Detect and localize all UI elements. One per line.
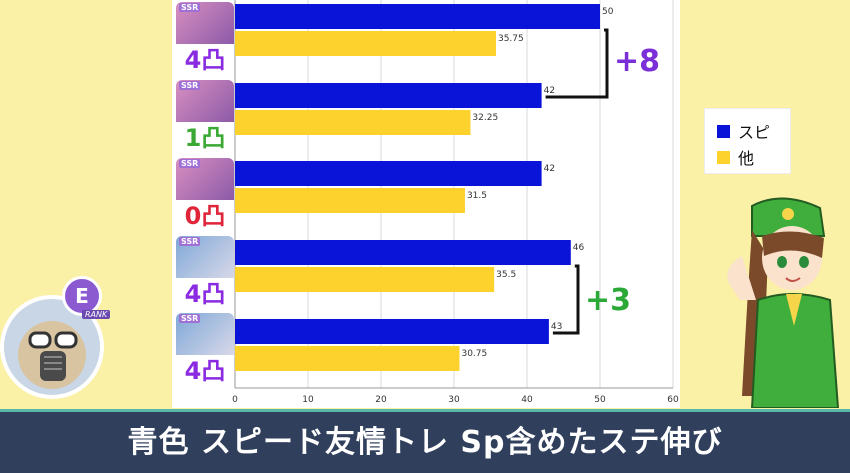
legend-item-other: 他 [717, 145, 754, 169]
x-tick-label: 50 [594, 395, 606, 405]
bar-other [235, 267, 495, 292]
bar-speed [235, 4, 600, 29]
legend-item-speed: スピ [717, 119, 770, 143]
bar-chart: 0 10 20 30 40 50 60 50 35.75 42 32.25 42 31.5 46 35.5 4… [232, 0, 679, 405]
legend-swatch-blue [717, 124, 730, 138]
bar-other [235, 346, 460, 371]
data-label: 46 [573, 243, 585, 253]
card-limit-break: 4凸 [176, 355, 234, 387]
bar-other [235, 110, 471, 135]
bracket-plus3 [552, 264, 580, 335]
x-tick-label: 10 [302, 395, 314, 405]
legend-label-other: 他 [738, 149, 755, 168]
card-rarity-badge: SSR [179, 3, 201, 12]
x-tick-label: 40 [521, 395, 533, 405]
support-card: SSR 4凸 [176, 2, 234, 76]
data-label: 50 [602, 7, 614, 17]
data-label: 32.25 [472, 113, 498, 123]
bar-other [235, 31, 496, 56]
rank-label: RANK [82, 310, 111, 319]
caption-bar: 青色 スピード友情トレ Sp含めたステ伸び [0, 409, 850, 473]
bar-other [235, 188, 465, 213]
x-tick-label: 30 [448, 395, 460, 405]
data-label: 42 [544, 86, 555, 96]
card-limit-break: 4凸 [176, 44, 234, 76]
bracket-plus8 [545, 28, 609, 99]
delta-annotation-plus3: +3 [585, 283, 632, 318]
bar-speed [235, 240, 571, 265]
masked-character-avatar [0, 295, 104, 399]
bar-speed [235, 161, 542, 186]
data-label: 35.5 [496, 270, 516, 280]
support-card: SSR 1凸 [176, 80, 234, 154]
x-tick-label: 20 [375, 395, 387, 405]
chart-panel: 0 10 20 30 40 50 60 50 35.75 42 32.25 42 31.5 46 35.5 4… [172, 0, 680, 408]
data-label: 31.5 [467, 191, 487, 201]
support-card: SSR 4凸 [176, 236, 234, 310]
legend-swatch-yellow [717, 150, 730, 164]
data-label: 42 [544, 164, 555, 174]
data-label: 30.75 [461, 349, 487, 359]
card-rarity-badge: SSR [179, 159, 201, 168]
delta-annotation-plus8: +8 [614, 44, 661, 79]
x-tick-label: 0 [232, 395, 238, 405]
support-card: SSR 0凸 [176, 158, 234, 232]
green-uniform-character [727, 197, 840, 408]
chart-legend: スピ 他 [704, 108, 791, 174]
card-rarity-badge: SSR [179, 237, 201, 246]
caption-text: 青色 スピード友情トレ Sp含めたステ伸び [127, 425, 723, 460]
support-card: SSR 4凸 [176, 313, 234, 387]
card-rarity-badge: SSR [179, 314, 201, 323]
card-limit-break: 4凸 [176, 278, 234, 310]
card-limit-break: 0凸 [176, 200, 234, 232]
data-label: 43 [551, 322, 562, 332]
x-tick-label: 60 [667, 395, 679, 405]
data-label: 35.75 [498, 34, 524, 44]
legend-label-speed: スピ [738, 123, 771, 142]
card-limit-break: 1凸 [176, 122, 234, 154]
bar-speed [235, 319, 549, 344]
bar-speed [235, 83, 542, 108]
card-rarity-badge: SSR [179, 81, 201, 90]
